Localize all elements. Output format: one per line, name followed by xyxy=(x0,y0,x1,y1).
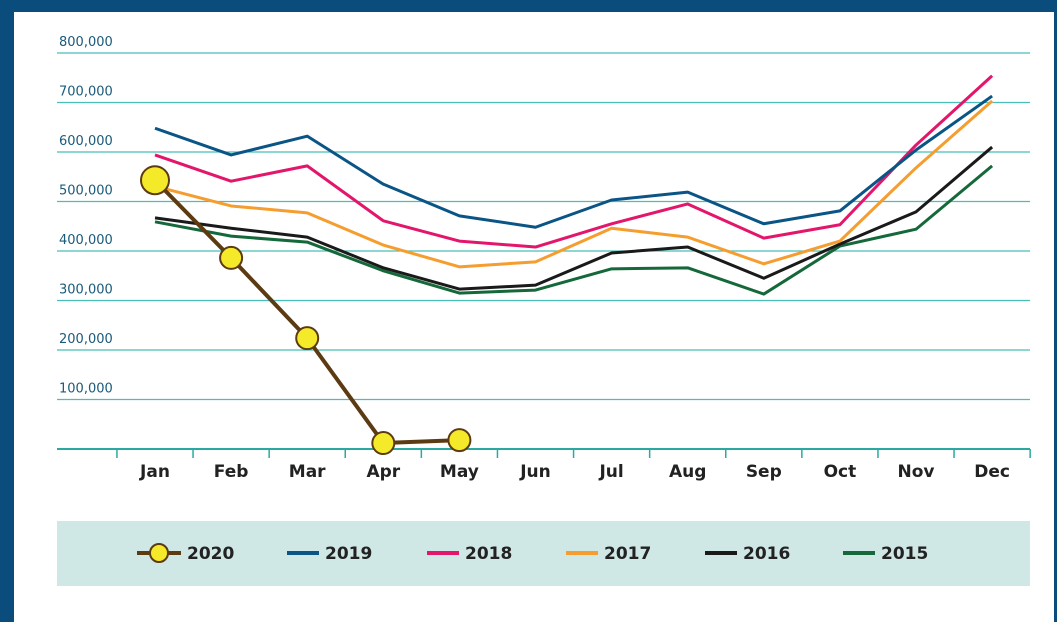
series-line xyxy=(154,99,994,269)
series-marker xyxy=(447,428,472,453)
series-line xyxy=(154,74,994,249)
y-tick-label: 500,000 xyxy=(59,184,113,199)
y-tick-label: 100,000 xyxy=(59,382,113,397)
x-tick-label: Jun xyxy=(519,462,551,482)
series-marker xyxy=(140,165,170,196)
legend-label: 2016 xyxy=(743,544,790,564)
x-tick-label: Jan xyxy=(139,462,170,482)
y-tick-label: 600,000 xyxy=(59,134,113,149)
x-tick-label: Oct xyxy=(824,462,857,482)
x-tick-label: Jul xyxy=(598,462,623,482)
x-tick-label: Nov xyxy=(898,462,935,482)
x-tick-label: Mar xyxy=(289,462,326,482)
frame-top xyxy=(0,0,1057,12)
y-tick-label: 700,000 xyxy=(59,85,113,100)
legend-marker xyxy=(149,543,169,563)
x-tick-label: May xyxy=(440,462,479,482)
series-marker xyxy=(219,245,244,270)
x-tick-label: Dec xyxy=(974,462,1010,482)
legend-label: 2017 xyxy=(604,544,651,564)
y-tick-label: 300,000 xyxy=(59,283,113,298)
series-line xyxy=(154,164,994,296)
series-line xyxy=(154,94,993,229)
y-tick-label: 800,000 xyxy=(59,35,113,50)
legend-label: 2018 xyxy=(465,544,512,564)
series-line xyxy=(153,178,460,446)
legend-label: 2020 xyxy=(187,544,234,564)
legend-label: 2019 xyxy=(325,544,372,564)
frame-right xyxy=(1054,0,1057,622)
legend-label: 2015 xyxy=(881,544,928,564)
y-tick-label: 400,000 xyxy=(59,233,113,248)
x-tick-label: Aug xyxy=(669,462,706,482)
x-tick-label: Feb xyxy=(214,462,249,482)
series-line xyxy=(154,145,994,291)
series-marker xyxy=(371,431,396,456)
y-tick-label: 200,000 xyxy=(59,332,113,347)
x-tick-label: Apr xyxy=(366,462,400,482)
frame-left xyxy=(0,0,14,622)
series-marker xyxy=(295,326,320,351)
x-tick-label: Sep xyxy=(746,462,782,482)
